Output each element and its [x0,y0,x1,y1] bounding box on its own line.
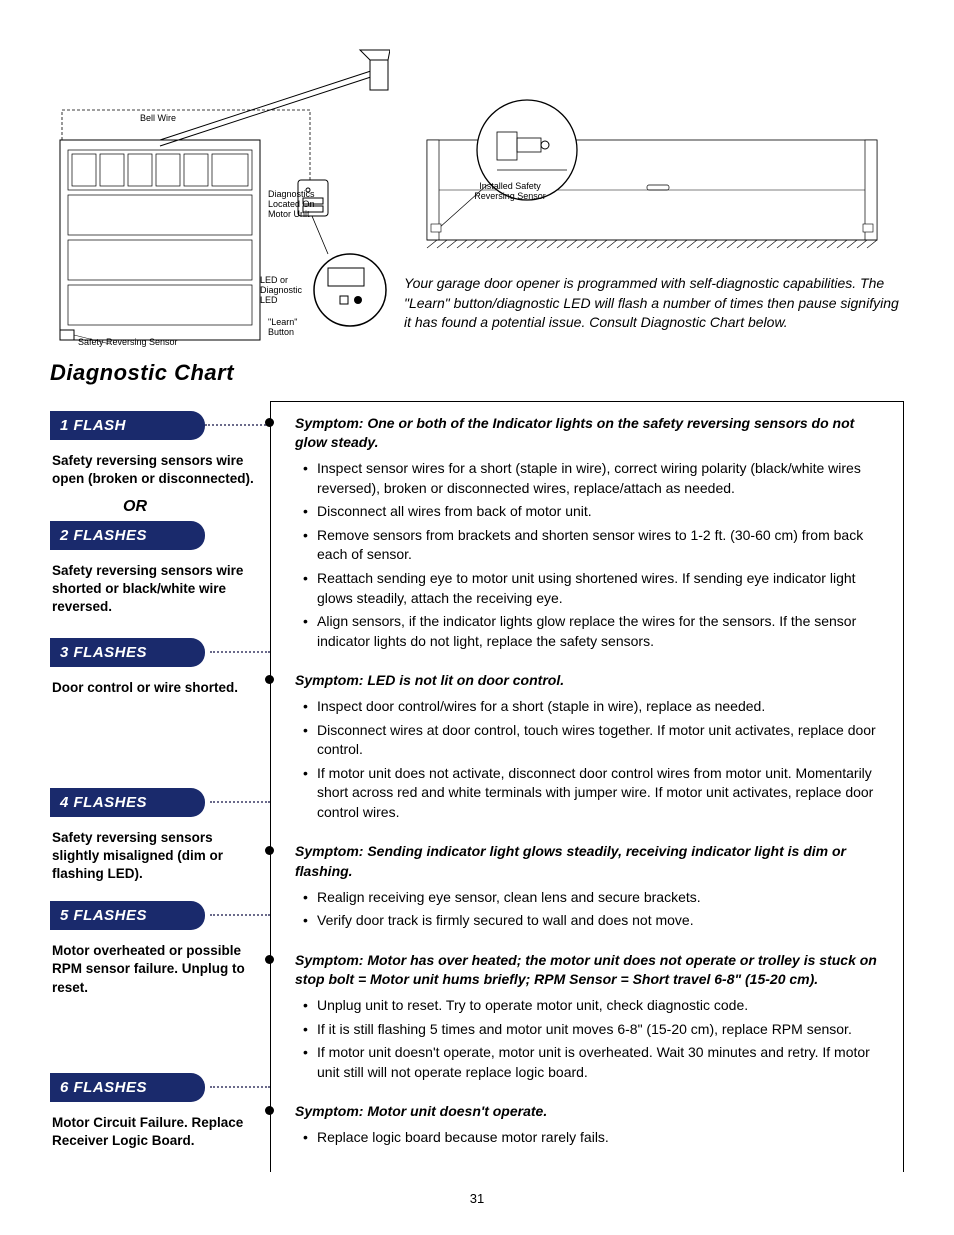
list-item: Disconnect wires at door control, touch … [307,721,885,760]
list-item: Inspect sensor wires for a short (staple… [307,459,885,498]
flash-pill-2: 2 FLASHES [50,521,205,550]
symptom-list-2: Inspect door control/wires for a short (… [295,697,885,823]
symptom-title-4: Symptom: Motor has over heated; the moto… [295,951,885,990]
symptom-list-1: Inspect sensor wires for a short (staple… [295,459,885,651]
bullet-dot-icon [265,955,274,964]
pill-row-4: 4 FLASHES [50,788,270,817]
symptom-title-3: Symptom: Sending indicator light glows s… [295,842,885,881]
flash-pill-6: 6 FLASHES [50,1073,205,1102]
pill-row-3: 3 FLASHES [50,638,270,667]
pill-row-1: 1 FLASH [50,411,270,440]
list-item: Realign receiving eye sensor, clean lens… [307,888,885,908]
list-item: Disconnect all wires from back of motor … [307,502,885,522]
intro-text: Your garage door opener is programmed wi… [400,270,904,333]
flash-desc-6: Motor Circuit Failure. Replace Receiver … [50,1108,270,1164]
symptom-list-4: Unplug unit to reset. Try to operate mot… [295,996,885,1082]
right-top-section: Installed Safety Reversing Sensor Your g… [400,40,904,350]
flash-desc-5: Motor overheated or possible RPM sensor … [50,936,270,1073]
list-item: Reattach sending eye to motor unit using… [307,569,885,608]
flash-pill-5: 5 FLASHES [50,901,205,930]
symptom-title-2: Symptom: LED is not lit on door control. [295,671,885,691]
right-column: Symptom: One or both of the Indicator li… [270,401,904,1172]
or-label: OR [50,496,270,518]
flash-desc-1: Safety reversing sensors wire open (brok… [50,446,270,502]
safety-sensor-svg [400,40,904,270]
list-item: Unplug unit to reset. Try to operate mot… [307,996,885,1016]
symptom-3: Symptom: Sending indicator light glows s… [295,842,885,930]
chart-body: 1 FLASH Safety reversing sensors wire op… [50,401,904,1172]
symptom-title-1: Symptom: One or both of the Indicator li… [295,414,885,453]
garage-door-svg [50,40,390,350]
bullet-dot-icon [265,675,274,684]
symptom-list-3: Realign receiving eye sensor, clean lens… [295,888,885,931]
list-item: Remove sensors from brackets and shorten… [307,526,885,565]
bullet-dot-icon [265,1106,274,1115]
symptom-4: Symptom: Motor has over heated; the moto… [295,951,885,1083]
list-item: If motor unit does not activate, disconn… [307,764,885,823]
list-item: Align sensors, if the indicator lights g… [307,612,885,651]
chart-title: Diagnostic Chart [50,358,904,389]
list-item: Inspect door control/wires for a short (… [307,697,885,717]
symptom-list-5: Replace logic board because motor rarely… [295,1128,885,1148]
label-led: LED or Diagnostic LED [260,276,315,306]
top-diagrams: Bell Wire Diagnostics Located On Motor U… [50,40,904,350]
label-learn: "Learn" Button [268,318,313,338]
symptom-5: Symptom: Motor unit doesn't operate. Rep… [295,1102,885,1147]
flash-desc-3: Door control or wire shorted. [50,673,270,787]
bullet-dot-icon [265,418,274,427]
label-bellwire: Bell Wire [140,114,176,124]
garage-diagram-left: Bell Wire Diagnostics Located On Motor U… [50,40,390,350]
flash-pill-4: 4 FLASHES [50,788,205,817]
list-item: Replace logic board because motor rarely… [307,1128,885,1148]
symptom-2: Symptom: LED is not lit on door control.… [295,671,885,822]
list-item: If motor unit doesn't operate, motor uni… [307,1043,885,1082]
label-sensor: Safety Reversing Sensor [78,338,178,348]
list-item: Verify door track is firmly secured to w… [307,911,885,931]
bullet-dot-icon [265,846,274,855]
pill-row-2: 2 FLASHES [50,521,270,550]
page-number: 31 [50,1190,904,1208]
symptom-1: Symptom: One or both of the Indicator li… [295,414,885,652]
label-installed-sensor: Installed Safety Reversing Sensor [472,182,548,202]
pill-row-6: 6 FLASHES [50,1073,270,1102]
symptom-title-5: Symptom: Motor unit doesn't operate. [295,1102,885,1122]
left-column: 1 FLASH Safety reversing sensors wire op… [50,401,270,1172]
flash-pill-1: 1 FLASH [50,411,205,440]
label-diagnostics: Diagnostics Located On Motor Unit [268,190,333,220]
flash-pill-3: 3 FLASHES [50,638,205,667]
flash-desc-4: Safety reversing sensors slightly misali… [50,823,270,898]
list-item: If it is still flashing 5 times and moto… [307,1020,885,1040]
flash-desc-2: Safety reversing sensors wire shorted or… [50,556,270,631]
pill-row-5: 5 FLASHES [50,901,270,930]
safety-sensor-diagram: Installed Safety Reversing Sensor [400,40,904,270]
